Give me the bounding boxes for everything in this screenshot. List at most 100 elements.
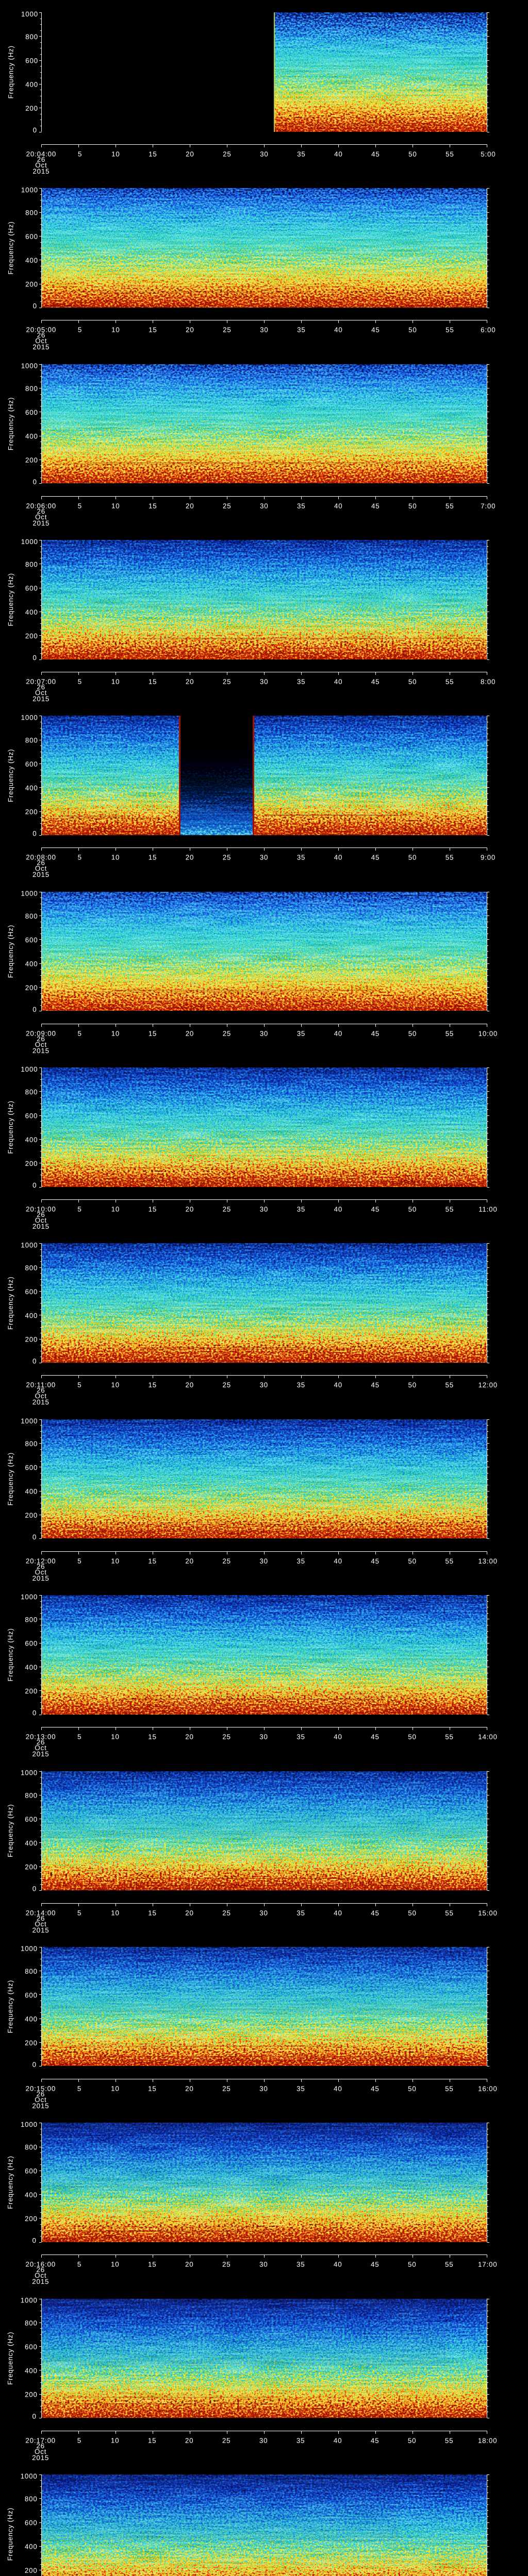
svg-text:200: 200 (25, 1335, 38, 1343)
svg-text:50: 50 (408, 678, 417, 686)
svg-text:14:00: 14:00 (478, 1733, 498, 1741)
svg-text:50: 50 (408, 1381, 417, 1389)
svg-text:600: 600 (25, 936, 38, 944)
svg-text:200: 200 (25, 808, 38, 816)
svg-text:2015: 2015 (32, 1398, 50, 1406)
svg-text:0: 0 (33, 302, 37, 310)
svg-text:Oct: Oct (35, 689, 47, 697)
svg-text:50: 50 (408, 326, 417, 334)
svg-text:50: 50 (408, 1557, 417, 1565)
svg-text:10: 10 (111, 2261, 120, 2268)
svg-text:20:11:00: 20:11:00 (26, 1381, 56, 1389)
svg-text:40: 40 (334, 1206, 343, 1213)
svg-text:0: 0 (32, 1533, 37, 1541)
svg-text:26: 26 (37, 683, 45, 691)
svg-text:35: 35 (297, 326, 306, 334)
svg-text:600: 600 (25, 1112, 38, 1120)
svg-text:400: 400 (25, 1312, 38, 1319)
svg-text:40: 40 (334, 1733, 342, 1741)
svg-text:200: 200 (25, 2391, 38, 2398)
svg-text:40: 40 (334, 1381, 342, 1389)
svg-text:26: 26 (37, 2090, 45, 2098)
svg-text:5: 5 (77, 1733, 81, 1741)
svg-text:Oct: Oct (35, 161, 47, 169)
svg-text:45: 45 (371, 1733, 380, 1741)
svg-text:40: 40 (334, 2085, 342, 2093)
svg-text:45: 45 (371, 1557, 380, 1565)
svg-text:200: 200 (25, 984, 38, 992)
svg-text:15: 15 (148, 1030, 157, 1038)
svg-text:400: 400 (25, 2015, 38, 2023)
svg-text:Frequency (Hz): Frequency (Hz) (7, 573, 14, 626)
svg-text:40: 40 (334, 502, 343, 510)
svg-text:50: 50 (408, 2437, 417, 2445)
svg-text:1000: 1000 (21, 1769, 38, 1776)
svg-text:20:09:00: 20:09:00 (26, 1030, 56, 1038)
svg-text:15: 15 (148, 1381, 157, 1389)
svg-text:2015: 2015 (32, 1926, 49, 1934)
svg-text:400: 400 (25, 1136, 38, 1144)
svg-text:20: 20 (186, 150, 194, 158)
svg-text:35: 35 (297, 854, 306, 861)
svg-text:600: 600 (25, 760, 38, 768)
svg-text:55: 55 (446, 502, 454, 510)
svg-text:45: 45 (371, 1381, 380, 1389)
svg-text:45: 45 (371, 678, 380, 686)
svg-text:5: 5 (78, 854, 82, 861)
svg-text:15: 15 (148, 1909, 157, 1917)
svg-text:600: 600 (25, 57, 38, 64)
svg-text:Frequency (Hz): Frequency (Hz) (6, 2332, 14, 2385)
svg-text:16:00: 16:00 (478, 2085, 498, 2093)
svg-text:Frequency (Hz): Frequency (Hz) (6, 1980, 14, 2033)
svg-text:Frequency (Hz): Frequency (Hz) (7, 45, 14, 98)
svg-text:0: 0 (32, 2413, 36, 2420)
svg-text:45: 45 (371, 326, 380, 334)
svg-text:5:00: 5:00 (481, 150, 496, 158)
svg-text:800: 800 (25, 1792, 38, 1800)
svg-text:20:08:00: 20:08:00 (26, 854, 56, 861)
svg-text:600: 600 (25, 409, 38, 416)
svg-text:8:00: 8:00 (481, 678, 496, 686)
svg-text:800: 800 (25, 385, 38, 393)
svg-text:50: 50 (408, 1733, 417, 1741)
svg-text:50: 50 (408, 1030, 417, 1038)
svg-text:45: 45 (371, 1909, 380, 1917)
svg-text:30: 30 (260, 1206, 269, 1213)
svg-text:800: 800 (25, 561, 38, 568)
svg-text:20:04:00: 20:04:00 (26, 150, 57, 158)
svg-text:800: 800 (25, 736, 38, 744)
svg-text:50: 50 (408, 1909, 417, 1917)
svg-text:20:15:00: 20:15:00 (26, 2085, 56, 2093)
svg-text:200: 200 (25, 2567, 38, 2574)
svg-text:10: 10 (111, 2085, 120, 2093)
svg-text:400: 400 (25, 2191, 38, 2199)
svg-text:Oct: Oct (35, 1216, 47, 1224)
svg-text:40: 40 (334, 1909, 342, 1917)
svg-text:15: 15 (148, 1206, 157, 1213)
svg-text:20: 20 (185, 1381, 194, 1389)
svg-text:55: 55 (445, 2437, 454, 2445)
svg-text:Frequency (Hz): Frequency (Hz) (7, 749, 14, 802)
svg-text:26: 26 (36, 2442, 45, 2450)
svg-text:10: 10 (111, 1381, 120, 1389)
svg-text:25: 25 (222, 2261, 231, 2268)
svg-text:40: 40 (334, 2437, 342, 2445)
svg-text:Frequency (Hz): Frequency (Hz) (6, 2156, 14, 2209)
svg-text:9:00: 9:00 (481, 854, 496, 861)
svg-text:800: 800 (25, 209, 38, 216)
svg-text:30: 30 (260, 1030, 269, 1038)
svg-text:Oct: Oct (35, 1568, 47, 1576)
svg-text:45: 45 (371, 1206, 380, 1213)
svg-text:55: 55 (446, 678, 454, 686)
svg-text:55: 55 (445, 2085, 454, 2093)
svg-text:5: 5 (77, 2261, 81, 2268)
svg-text:800: 800 (25, 1088, 38, 1096)
svg-text:200: 200 (25, 105, 38, 112)
svg-text:55: 55 (445, 1909, 454, 1917)
svg-text:35: 35 (297, 1206, 306, 1213)
svg-text:10: 10 (111, 678, 120, 686)
svg-text:45: 45 (371, 150, 380, 158)
svg-text:15: 15 (148, 1557, 157, 1565)
svg-text:35: 35 (297, 1030, 306, 1038)
svg-text:600: 600 (25, 2519, 38, 2527)
